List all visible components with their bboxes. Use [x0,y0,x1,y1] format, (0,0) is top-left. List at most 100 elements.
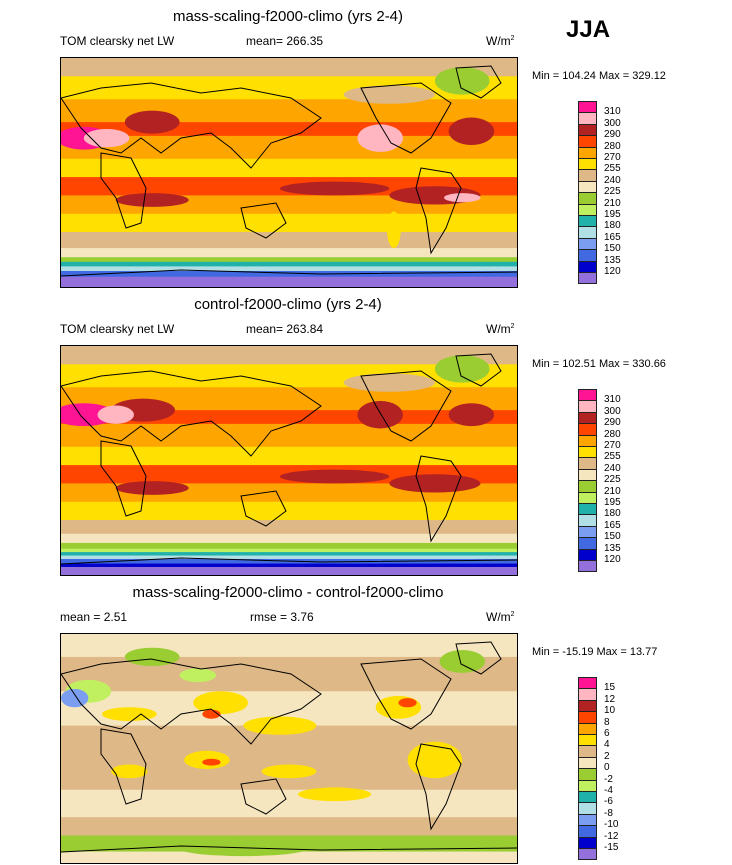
min-max-label: Min = -15.19 Max = 13.77 [532,646,658,658]
contour-band [61,270,517,278]
contour-region [398,698,417,708]
colorbar-tick-label: 240 [604,174,621,186]
contour-band [61,817,517,837]
colorbar-tick-label: 270 [604,152,621,163]
colorbar-tick-label: 255 [604,163,621,175]
coastline [100,440,147,517]
coastline [455,641,502,675]
colorbar-tick-label: 135 [604,254,621,266]
coastline [240,490,287,527]
contour-region [387,211,401,249]
coastline [61,658,322,745]
colorbar-tick-label: -12 [604,830,619,842]
contour-region [115,481,189,495]
colorbar-tick-label: 210 [604,197,621,209]
units-superscript: 2 [510,35,515,42]
colorbar-tick-label: -4 [604,785,613,796]
season-label: JJA [566,16,611,43]
contour-band [61,552,517,557]
contour-band [61,558,517,565]
contour-region [202,758,221,766]
coastline [415,455,462,543]
colorbar-tick-label: 150 [604,243,621,255]
coastline [360,658,452,730]
contour-band [61,276,517,287]
colorbar-tick-label: 225 [604,474,621,486]
units-label: W/m2 [486,34,515,48]
units-label: W/m2 [486,610,515,624]
coastline [455,353,502,387]
contour-band [61,248,517,259]
coastline [100,152,147,229]
contour-region [407,741,463,779]
colorbar: 15 12 10 8 6 4 2 0 -2 -4 -6 -8 -10 -12 -15 [578,677,638,861]
contour-region [279,181,390,196]
coastline [415,743,462,831]
contour-band [61,789,517,819]
contour-region [357,400,404,429]
coastline [61,845,517,853]
panel-title: mass-scaling-f2000-climo (yrs 2-4) [172,8,404,25]
contour-region [375,695,422,719]
colorbar-tick-label: 310 [604,394,621,406]
colorbar-tick-label: 300 [604,117,621,129]
contour-band [61,135,517,160]
colorbar-tick-label: 280 [604,428,621,440]
contour-band [61,563,517,568]
contour-region [261,764,317,779]
colorbar-tick-label: -15 [604,842,619,853]
colorbar: 310 300 290 280 270 255 240 225 210 195 180 165 150 1… [578,101,638,285]
contour-region [444,193,481,203]
colorbar-tick-label: 120 [604,554,621,565]
contour-band [61,566,517,575]
colorbar-box [578,272,597,285]
contour-band [61,410,517,425]
panel-center-label: mean= 263.84 [246,322,324,336]
colorbar-tick-label: 12 [604,693,616,705]
contour-band [61,520,517,535]
colorbar-tick-label: -10 [604,819,619,831]
colorbar: 310 300 290 280 270 255 240 225 210 195 180 165 150 1… [578,389,638,573]
colorbar-tick-label: 310 [604,106,621,118]
contour-region [243,716,317,735]
coastline [61,82,322,169]
contour-region [434,355,490,383]
units-label: W/m2 [486,322,515,336]
contour-region [357,124,404,152]
contour-band [61,346,517,366]
contour-region [111,764,148,779]
contour-region [102,707,157,722]
colorbar-tick-label: 8 [604,716,610,728]
panel-left-label: TOM clearsky net LW [60,34,175,48]
units-superscript: 2 [510,611,515,618]
colorbar-box [578,560,597,573]
contour-band [61,261,517,268]
contour-map [60,633,518,864]
panel-center-label: rmse = 3.76 [250,610,314,624]
panel-center-label: mean= 266.35 [246,34,324,48]
contour-band [61,266,517,272]
colorbar-tick-label: 195 [604,497,621,508]
coastline [240,778,287,815]
colorbar-tick-label: 240 [604,462,621,474]
units-superscript: 2 [510,323,515,330]
contour-region [448,117,495,146]
colorbar-box [578,848,597,861]
colorbar-tick-label: 180 [604,508,621,520]
contour-region [343,373,435,392]
contour-region [448,403,495,427]
coastline [61,557,517,565]
colorbar-tick-label: 6 [604,728,610,739]
colorbar-tick-label: 165 [604,519,621,531]
colorbar-tick-label: 120 [604,266,621,277]
contour-band [61,58,517,78]
panel-left-label: TOM clearsky net LW [60,322,175,336]
contour-region [179,668,217,683]
coastline [100,728,147,805]
colorbar-tick-label: -2 [604,773,613,785]
coastline [240,202,287,239]
coastline [360,370,452,442]
colorbar-tick-label: 290 [604,129,621,141]
coastline [455,65,502,99]
contour-region [343,85,435,104]
